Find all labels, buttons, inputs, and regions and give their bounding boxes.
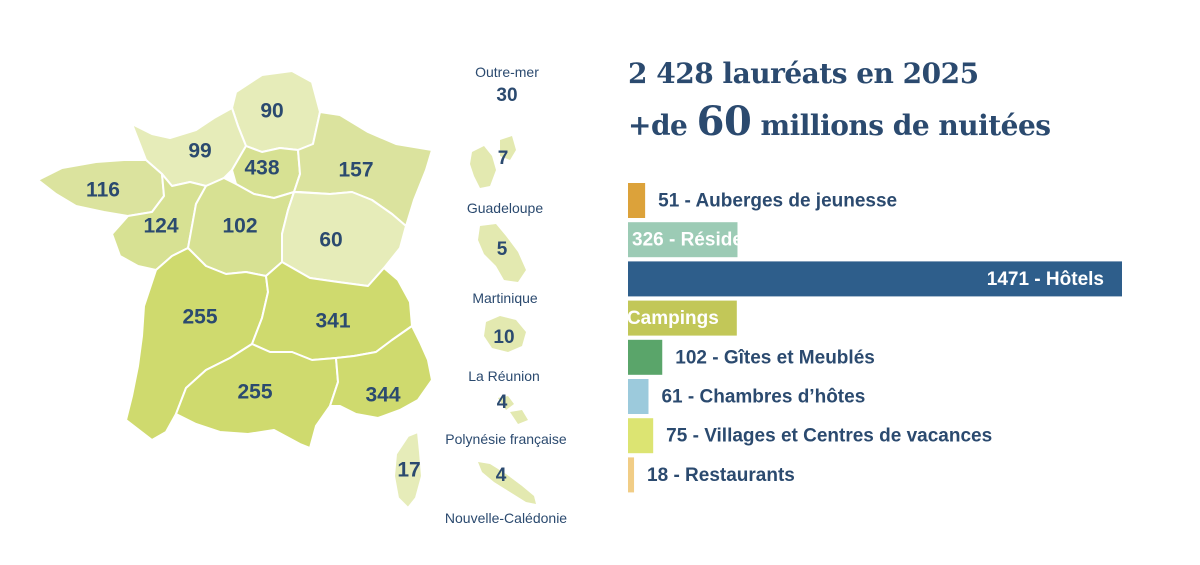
la-reunion-shape — [484, 316, 526, 352]
bar-label-2: 326 - Résidences de tourisme — [632, 230, 899, 251]
bar-label-4: 324 - Campings — [578, 308, 718, 329]
region-value-centre-val-de-loire: 102 — [222, 215, 257, 238]
region-value-pays-de-la-loire: 124 — [143, 215, 178, 238]
overseas-title: Outre-mer — [475, 64, 539, 80]
martinique-value: 5 — [497, 239, 508, 260]
overseas-total: 30 — [496, 85, 517, 106]
region-occitanie — [175, 343, 339, 449]
bar-6 — [628, 379, 649, 414]
bar-label-1: 51 - Auberges de jeunesse — [658, 191, 897, 212]
bar-label-6: 61 - Chambres d’hôtes — [661, 387, 865, 408]
bar-1 — [628, 183, 646, 218]
region-provence-alpes-cote-d-azur — [329, 325, 433, 419]
headline-suffix: millions de nuitées — [760, 109, 1052, 142]
headline-nuitees: +de 60 millions de nuitées — [628, 102, 1052, 143]
region-value-auvergne-rhone-alpes: 341 — [315, 310, 350, 333]
la-reunion-value: 10 — [493, 327, 514, 348]
bar-label-3: 1471 - Hôtels — [987, 269, 1104, 290]
region-corse — [393, 431, 423, 509]
bar-2 — [628, 222, 738, 258]
bar-chart: 51 - Auberges de jeunesse 326 - Résidence… — [578, 183, 1122, 493]
headline-laureats: 2 428 lauréats en 2025 — [628, 57, 979, 90]
region-value-bourgogne-franche-comte: 60 — [319, 229, 342, 252]
region-value-grand-est: 157 — [338, 159, 373, 182]
region-value-occitanie: 255 — [237, 381, 272, 404]
bar-4 — [628, 300, 737, 336]
bar-5 — [628, 339, 663, 375]
polynesie-value: 4 — [497, 392, 508, 413]
headline-big-number: 60 — [696, 98, 752, 145]
headline-prefix: +de — [628, 109, 688, 142]
nouvelle-caledonie-value: 4 — [496, 465, 507, 486]
guadeloupe-label: Guadeloupe — [467, 200, 544, 216]
nouvelle-caledonie-shape — [478, 462, 536, 504]
nouvelle-caledonie-label: Nouvelle-Calédonie — [445, 510, 567, 526]
region-value-corse: 17 — [397, 459, 420, 482]
overseas-column: Outre-mer 30 7 Guadeloupe 5 Martinique 1… — [445, 64, 567, 526]
france-map: 90 99 438 157 116 124 102 60 255 341 255… — [37, 70, 433, 509]
region-value-bretagne: 116 — [86, 179, 120, 202]
polynesie-shape — [498, 396, 528, 424]
bar-label-5: 102 - Gîtes et Meublés — [675, 347, 875, 368]
bar-label-8: 18 - Restaurants — [647, 465, 795, 486]
polynesie-label: Polynésie française — [445, 431, 567, 447]
bar-7 — [628, 418, 654, 454]
guadeloupe-shape — [470, 136, 516, 188]
bar-8 — [628, 457, 635, 493]
la-reunion-label: La Réunion — [468, 368, 540, 384]
region-value-nouvelle-aquitaine: 255 — [182, 306, 217, 329]
region-value-hauts-de-france: 90 — [260, 100, 283, 123]
martinique-label: Martinique — [472, 290, 538, 306]
region-value-normandie: 99 — [188, 140, 211, 163]
bar-label-7: 75 - Villages et Centres de vacances — [666, 426, 992, 447]
guadeloupe-value: 7 — [498, 148, 509, 169]
region-value-paca: 344 — [365, 384, 400, 407]
region-value-ile-de-france: 438 — [244, 157, 279, 180]
bar-3 — [628, 261, 1122, 297]
martinique-shape — [478, 224, 526, 282]
